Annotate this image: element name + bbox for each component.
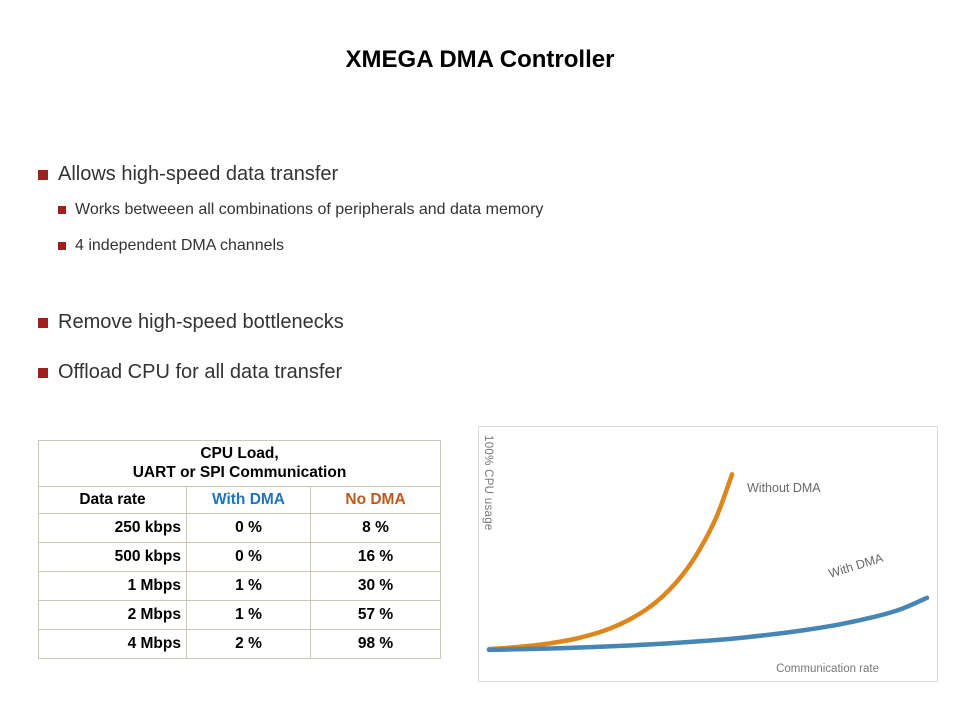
chart-line-with-dma: [486, 595, 930, 653]
column-header-no-dma: No DMA: [309, 486, 442, 514]
table-row: 2 Mbps 1 % 57 %: [38, 600, 442, 630]
table-cell: 4 Mbps: [38, 629, 187, 659]
table-cell: 500 kbps: [38, 542, 187, 572]
table-cell: 2 %: [186, 629, 311, 659]
table-cell: 1 Mbps: [38, 571, 187, 601]
page-title: XMEGA DMA Controller: [345, 46, 615, 73]
table-cell: 8 %: [309, 513, 442, 543]
chart-x-axis-label: Communication rate: [776, 663, 879, 675]
bullet-square-icon: [38, 170, 48, 180]
bullet-square-icon: [58, 206, 66, 214]
table-title-line2: UART or SPI Communication: [132, 463, 347, 481]
table-cell: 30 %: [309, 571, 442, 601]
bullet-item: 4 independent DMA channels: [58, 237, 284, 255]
cpu-load-table-body: 250 kbps 0 % 8 % 500 kbps 0 % 16 % 1 Mbps 1 % 30…: [38, 513, 442, 659]
table-cell: 0 %: [186, 542, 311, 572]
bullet-text: Works betweeen all combinations of perip…: [75, 201, 544, 218]
table-cell: 16 %: [309, 542, 442, 572]
table-cell: 250 kbps: [38, 513, 187, 543]
cpu-load-table: CPU Load, UART or SPI Communication Data…: [37, 440, 442, 659]
column-header-data-rate: Data rate: [38, 486, 187, 514]
cpu-usage-chart: 100% CPU usage Communication rate Withou…: [478, 426, 938, 682]
bullet-item: Remove high-speed bottlenecks: [38, 311, 344, 334]
table-row: 1 Mbps 1 % 30 %: [38, 571, 442, 601]
chart-y-axis-label: 100% CPU usage: [482, 435, 494, 531]
table-cell: 1 %: [186, 600, 311, 630]
bullet-text: Remove high-speed bottlenecks: [58, 311, 344, 333]
table-row: 4 Mbps 2 % 98 %: [38, 629, 442, 659]
table-cell: 57 %: [309, 600, 442, 630]
bullet-text: Allows high-speed data transfer: [58, 163, 339, 185]
table-title: CPU Load, UART or SPI Communication: [37, 440, 442, 487]
bullet-text: Offload CPU for all data transfer: [58, 361, 343, 383]
chart-line-without-dma: [486, 472, 735, 652]
table-row: 250 kbps 0 % 8 %: [38, 513, 442, 543]
table-row: 500 kbps 0 % 16 %: [38, 542, 442, 572]
table-cell: 2 Mbps: [38, 600, 187, 630]
bullet-text: 4 independent DMA channels: [75, 237, 285, 254]
bullet-item: Offload CPU for all data transfer: [38, 361, 342, 384]
table-header-row: Data rate With DMA No DMA: [38, 486, 442, 514]
bullet-square-icon: [38, 318, 48, 328]
table-title-line1: CPU Load,: [200, 444, 279, 462]
table-title-row: CPU Load, UART or SPI Communication: [37, 440, 442, 487]
series-label-without-dma: Without DMA: [747, 481, 821, 495]
table-cell: 0 %: [186, 513, 311, 543]
bullet-item: Allows high-speed data transfer: [38, 163, 338, 186]
bullet-square-icon: [38, 368, 48, 378]
bullet-item: Works betweeen all combinations of perip…: [58, 201, 543, 219]
table-cell: 1 %: [186, 571, 311, 601]
table-cell: 98 %: [309, 629, 442, 659]
bullet-square-icon: [58, 242, 66, 250]
column-header-with-dma: With DMA: [186, 486, 311, 514]
cpu-usage-chart-svg: [486, 472, 930, 653]
